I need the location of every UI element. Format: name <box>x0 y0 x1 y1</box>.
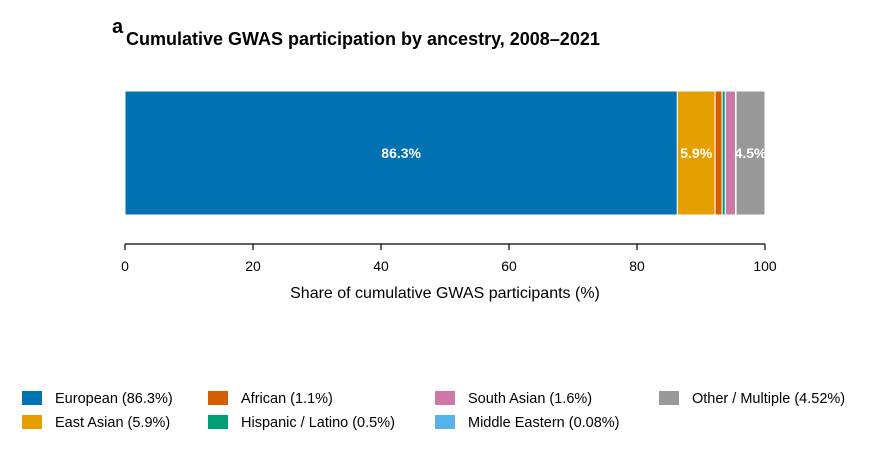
legend-swatch <box>208 391 228 405</box>
bar-segment-european <box>124 90 678 216</box>
legend-item-other-multiple: Other / Multiple (4.52%) <box>659 391 845 407</box>
legend-label: European (86.3%) <box>55 391 173 407</box>
legend-item-european: European (86.3%) <box>22 391 173 407</box>
legend-item-african: African (1.1%) <box>208 391 333 407</box>
bar-labels: 86.3% 5.9% 4.5% <box>381 145 767 161</box>
x-tick-label: 100 <box>753 258 777 274</box>
legend-label: Other / Multiple (4.52%) <box>692 391 845 407</box>
legend-swatch <box>435 415 455 429</box>
x-tick-label: 40 <box>373 258 389 274</box>
x-axis-ticks: 0 20 40 60 80 100 <box>121 244 777 274</box>
x-tick-label: 20 <box>245 258 261 274</box>
legend-label: South Asian (1.6%) <box>468 391 592 407</box>
bar-label-east-asian: 5.9% <box>680 145 712 161</box>
stacked-bar <box>124 90 766 216</box>
legend-label: African (1.1%) <box>241 391 333 407</box>
x-tick-label: 0 <box>121 258 129 274</box>
bar-label-european: 86.3% <box>381 145 421 161</box>
panel-letter: a <box>112 16 124 38</box>
legend-label: East Asian (5.9%) <box>55 415 170 431</box>
legend-item-middle-eastern: Middle Eastern (0.08%) <box>435 415 620 431</box>
x-tick-label: 80 <box>629 258 645 274</box>
x-tick-label: 60 <box>501 258 517 274</box>
bar-segment-east-asian <box>676 90 716 216</box>
bar-segment-african <box>714 90 723 216</box>
legend-label: Hispanic / Latino (0.5%) <box>241 415 395 431</box>
bar-label-other-multiple: 4.5% <box>735 145 767 161</box>
legend: European (86.3%) East Asian (5.9%) African… <box>22 391 845 431</box>
legend-item-south-asian: South Asian (1.6%) <box>435 391 592 407</box>
chart-title: Cumulative GWAS participation by ancestr… <box>126 29 600 49</box>
legend-item-east-asian: East Asian (5.9%) <box>22 415 170 431</box>
legend-swatch <box>22 391 42 405</box>
legend-swatch <box>659 391 679 405</box>
legend-item-hispanic-latino: Hispanic / Latino (0.5%) <box>208 415 395 431</box>
legend-swatch <box>435 391 455 405</box>
x-axis-label: Share of cumulative GWAS participants (%… <box>290 285 600 302</box>
legend-swatch <box>22 415 42 429</box>
bar-segment-other-multiple <box>735 90 766 216</box>
legend-swatch <box>208 415 228 429</box>
legend-label: Middle Eastern (0.08%) <box>468 415 620 431</box>
